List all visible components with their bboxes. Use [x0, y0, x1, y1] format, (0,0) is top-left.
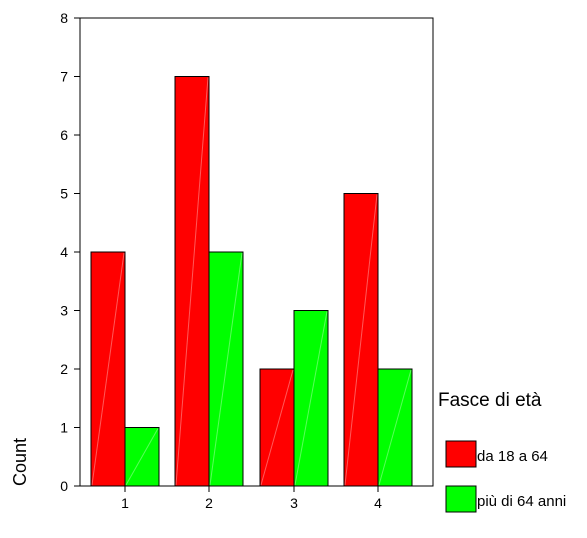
- bar-sheen: [125, 428, 159, 486]
- y-tick-label: 6: [60, 127, 68, 143]
- bar-sheen: [294, 311, 328, 486]
- bar-sheen: [378, 369, 412, 486]
- x-tick-label: 3: [290, 495, 298, 511]
- legend-swatch: [445, 485, 477, 513]
- y-axis-title: Count: [10, 438, 30, 486]
- y-tick-label: 2: [60, 361, 68, 377]
- bar-sheen: [260, 369, 294, 486]
- y-axis: 0 1 2 3 4 5 6 7 8: [60, 10, 80, 494]
- bar-sheen: [91, 252, 125, 486]
- legend-label: da 18 a 64: [477, 448, 548, 465]
- y-tick-label: 8: [60, 10, 68, 26]
- legend-title: Fasce di età: [438, 390, 542, 411]
- bar-piu-di-64-anni-2: [208, 251, 244, 487]
- y-tick-label: 4: [60, 244, 68, 260]
- y-tick-label: 5: [60, 186, 68, 202]
- legend: da 18 a 64 più di 64 anni: [445, 440, 566, 513]
- bar-piu-di-64-anni-1: [124, 427, 160, 487]
- y-tick-label: 0: [60, 478, 68, 494]
- bar-sheen: [209, 252, 243, 486]
- legend-label: più di 64 anni: [477, 493, 566, 510]
- x-axis: 1 2 3 4: [121, 486, 382, 511]
- bar-da-18-a-64-1: [90, 251, 126, 487]
- bar-piu-di-64-anni-3: [293, 310, 329, 487]
- x-tick-label: 4: [374, 495, 382, 511]
- bars-group: [90, 76, 413, 487]
- legend-swatch: [445, 440, 477, 468]
- y-tick-label: 3: [60, 303, 68, 319]
- bar-sheen: [344, 194, 378, 486]
- bar-da-18-a-64-4: [343, 193, 379, 487]
- y-tick-label: 1: [60, 420, 68, 436]
- x-tick-label: 2: [205, 495, 213, 511]
- bar-da-18-a-64-3: [259, 368, 295, 487]
- bar-piu-di-64-anni-4: [377, 368, 413, 487]
- y-tick-label: 7: [60, 69, 68, 85]
- bar-sheen: [175, 77, 209, 486]
- bar-da-18-a-64-2: [174, 76, 210, 487]
- x-tick-label: 1: [121, 495, 129, 511]
